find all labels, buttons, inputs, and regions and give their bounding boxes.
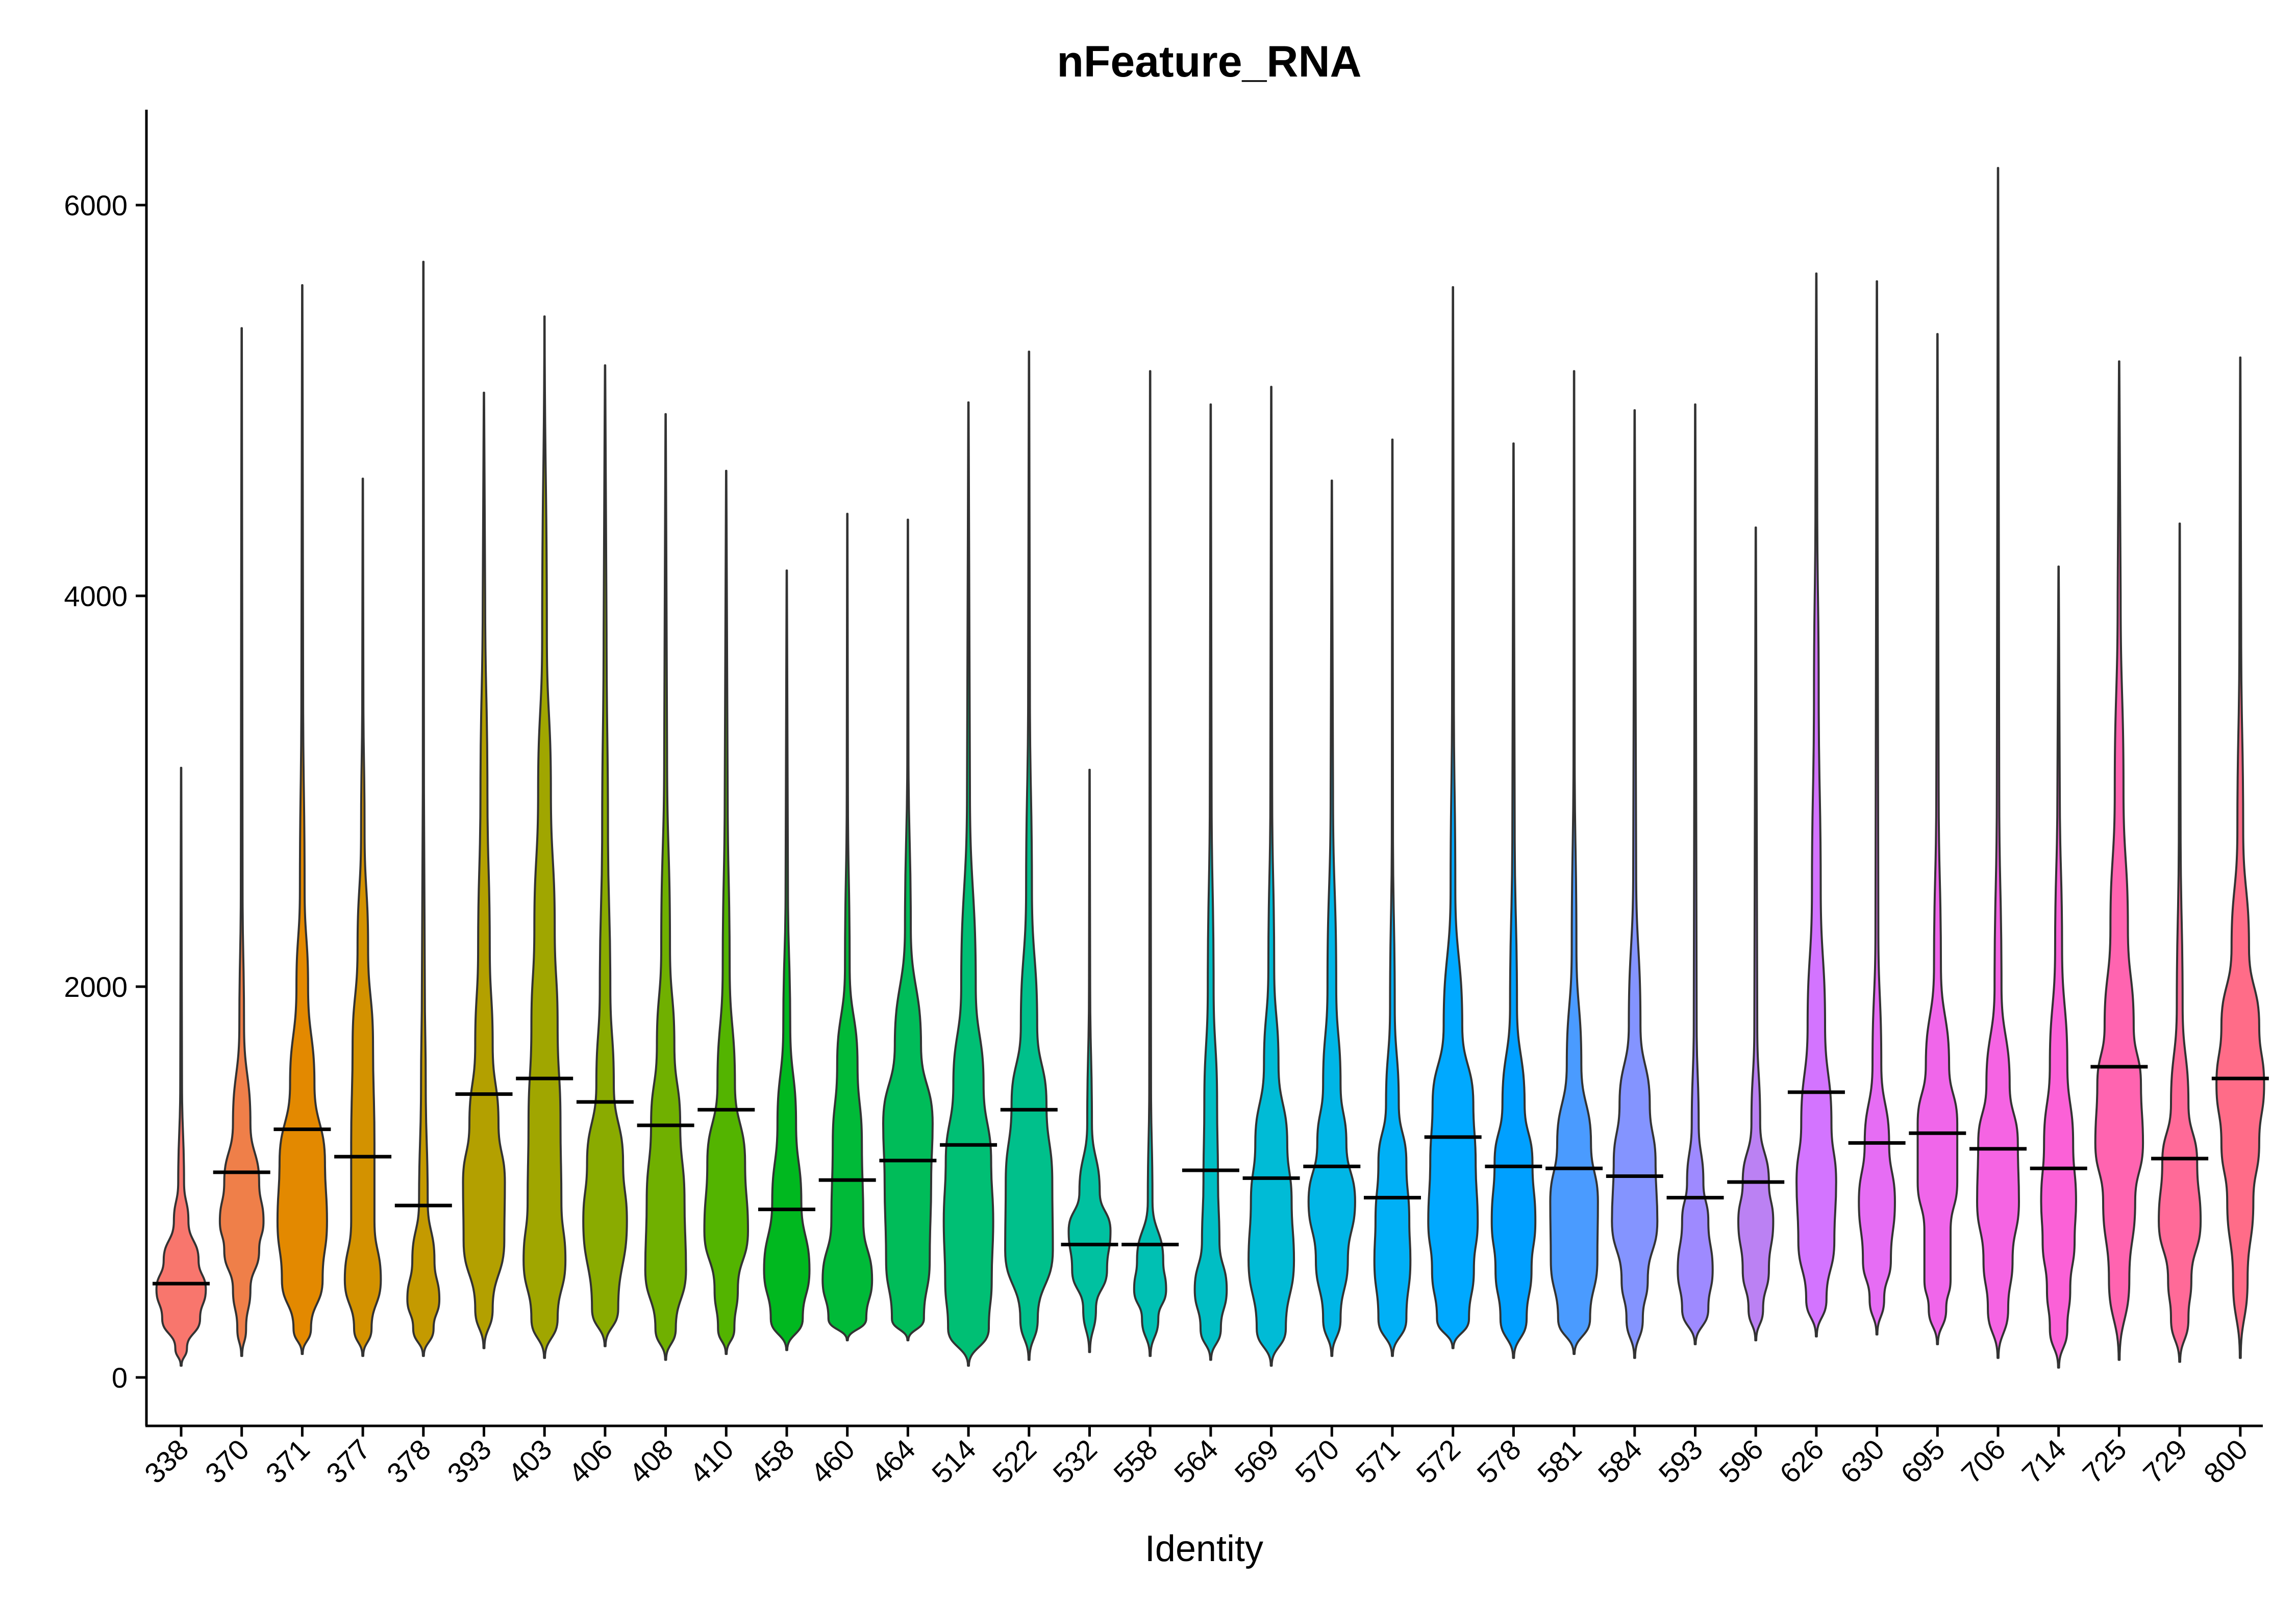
- x-tick-label-584: 584: [1592, 1433, 1649, 1490]
- x-tick-label-800: 800: [2198, 1433, 2254, 1490]
- x-tick-label-338: 338: [138, 1433, 195, 1490]
- violin-596: [1737, 526, 1775, 1342]
- violin-581: [1549, 370, 1599, 1355]
- violin-695: [1916, 333, 1959, 1345]
- x-tick-label-714: 714: [2016, 1433, 2073, 1490]
- violin-564: [1193, 403, 1228, 1361]
- x-tick-label-578: 578: [1470, 1433, 1527, 1490]
- x-tick-label-558: 558: [1107, 1433, 1164, 1490]
- x-tick-label-522: 522: [986, 1433, 1043, 1490]
- violin-370: [218, 327, 265, 1357]
- violin-393: [462, 391, 506, 1349]
- x-tick-label-377: 377: [320, 1433, 377, 1490]
- x-tick-label-393: 393: [441, 1433, 497, 1490]
- x-tick-label-370: 370: [199, 1433, 256, 1490]
- violin-725: [2094, 360, 2144, 1361]
- violin-377: [343, 478, 382, 1357]
- x-tick-label-695: 695: [1894, 1433, 1951, 1490]
- x-tick-label-458: 458: [744, 1433, 801, 1490]
- violin-800: [2215, 356, 2265, 1359]
- x-tick-label-410: 410: [683, 1433, 740, 1490]
- violin-593: [1677, 403, 1714, 1345]
- x-tick-label-630: 630: [1834, 1433, 1890, 1490]
- violin-714: [2040, 565, 2077, 1369]
- violin-584: [1611, 409, 1659, 1359]
- violins: [155, 167, 2265, 1369]
- x-tick-label-403: 403: [502, 1433, 558, 1490]
- violin-626: [1795, 272, 1837, 1338]
- x-tick-label-564: 564: [1168, 1433, 1225, 1490]
- violin-410: [703, 469, 749, 1355]
- violin-729: [2158, 522, 2202, 1363]
- x-tick-label-406: 406: [562, 1433, 619, 1490]
- violin-408: [644, 413, 687, 1361]
- violin-558: [1133, 370, 1167, 1357]
- x-tick-label-532: 532: [1046, 1433, 1103, 1490]
- violin-706: [1976, 167, 2020, 1359]
- x-tick-label-725: 725: [2076, 1433, 2133, 1490]
- chart-title: nFeature_RNA: [1057, 37, 1361, 86]
- violin-532: [1067, 768, 1112, 1353]
- x-tick-label-460: 460: [805, 1433, 861, 1490]
- x-tick-label-571: 571: [1350, 1433, 1406, 1490]
- x-tick-label-371: 371: [259, 1433, 316, 1490]
- y-tick-label: 6000: [64, 189, 128, 221]
- violin-338: [155, 767, 207, 1367]
- x-tick-label-593: 593: [1652, 1433, 1709, 1490]
- x-tick-label-626: 626: [1774, 1433, 1830, 1490]
- violin-406: [582, 364, 628, 1347]
- violin-522: [1004, 350, 1054, 1361]
- violin-514: [942, 401, 994, 1367]
- violin-572: [1427, 286, 1479, 1349]
- x-axis-ticks: 338 370 371 377 378 393 403 406 408 410 458 460 464 5…: [138, 1426, 2254, 1490]
- violin-460: [821, 513, 874, 1342]
- x-tick-label-378: 378: [381, 1433, 437, 1490]
- y-tick-label: 0: [112, 1362, 128, 1394]
- violin-569: [1247, 386, 1295, 1367]
- x-tick-label-464: 464: [865, 1433, 921, 1490]
- x-tick-label-729: 729: [2137, 1433, 2193, 1490]
- violin-458: [763, 569, 811, 1351]
- median-lines: [153, 1065, 2269, 1286]
- x-tick-label-572: 572: [1410, 1433, 1467, 1490]
- violin-371: [276, 284, 328, 1355]
- y-tick-label: 4000: [64, 580, 128, 612]
- violin-578: [1490, 442, 1537, 1359]
- x-axis-title: Identity: [1145, 1528, 1263, 1569]
- x-tick-label-514: 514: [926, 1433, 982, 1490]
- x-tick-label-596: 596: [1713, 1433, 1769, 1490]
- violin-570: [1307, 480, 1356, 1357]
- x-tick-label-408: 408: [622, 1433, 679, 1490]
- x-tick-label-581: 581: [1531, 1433, 1588, 1490]
- violin-464: [882, 518, 934, 1342]
- violin-630: [1858, 280, 1896, 1336]
- violin-378: [406, 261, 441, 1357]
- y-axis-ticks: 0 2000 4000 6000: [64, 189, 146, 1394]
- x-tick-label-706: 706: [1955, 1433, 2012, 1490]
- x-tick-label-570: 570: [1289, 1433, 1345, 1490]
- y-tick-label: 2000: [64, 971, 128, 1003]
- x-tick-label-569: 569: [1228, 1433, 1285, 1490]
- violin-571: [1373, 438, 1412, 1357]
- violin-403: [522, 315, 567, 1359]
